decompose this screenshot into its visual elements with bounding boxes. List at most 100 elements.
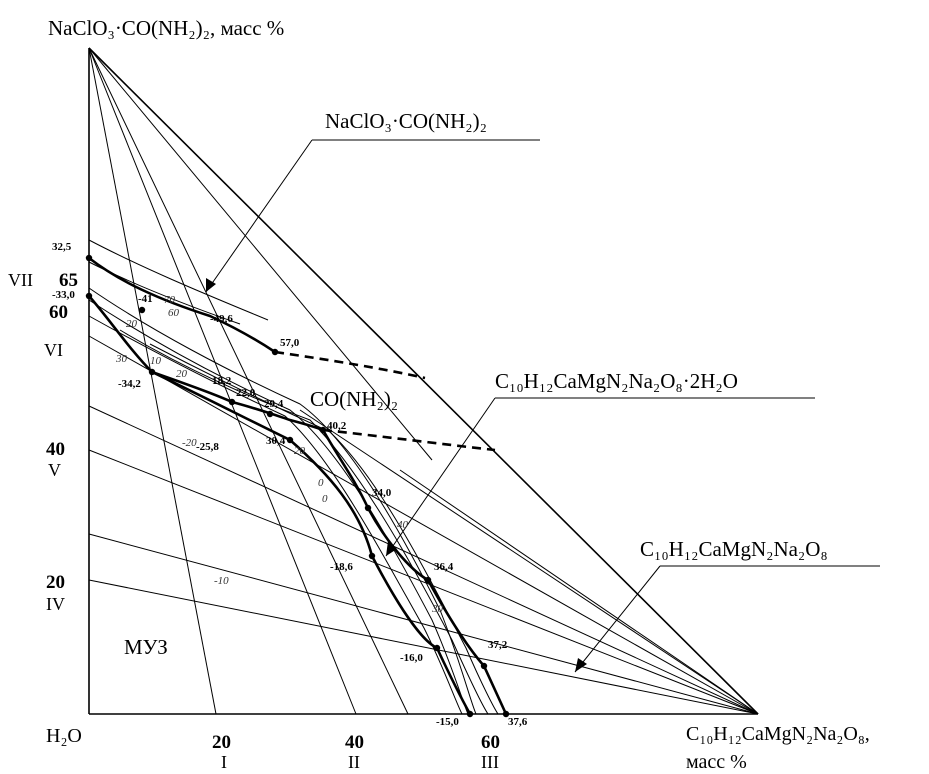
boundary-curve-hydrate: [151, 370, 472, 715]
isotherm-label: 40: [397, 519, 409, 531]
point-label: -33,0: [52, 289, 75, 301]
data-point: [85, 292, 93, 300]
arrow-head-icon: [386, 541, 397, 556]
data-point: [148, 368, 156, 376]
callout-leader: [205, 139, 313, 293]
point-label: 40,2: [327, 420, 347, 432]
point-label: -16,0: [400, 652, 423, 664]
data-point: [266, 410, 274, 418]
rays-from-right-vertex: [88, 335, 759, 715]
isotherm-curve: [88, 315, 463, 715]
y-tick-label: 60: [49, 302, 68, 323]
isotherm-label: -10: [214, 575, 229, 587]
point-label: 57,0: [280, 337, 300, 349]
isotherm-label: -20: [182, 437, 197, 449]
ray-line: [88, 47, 433, 461]
point-label: 37,2: [488, 639, 508, 651]
ray-line: [88, 405, 759, 715]
data-point: [480, 662, 488, 670]
isotherm-label: 70: [164, 294, 176, 306]
ray-line: [399, 469, 759, 715]
isotherm-curves: [88, 239, 499, 715]
ray-line: [299, 409, 759, 715]
data-point: [85, 254, 93, 262]
ray-line: [88, 533, 759, 715]
isotherm-label: 20: [126, 318, 138, 330]
boundary-curve-upper-dashed: [274, 350, 426, 380]
vertex-label-right: C₁₀H₁₂CaMgN₂Na₂O₈,: [686, 723, 870, 745]
y-tick-label: 65: [59, 270, 78, 291]
data-point: [319, 426, 327, 434]
ray-line: [88, 47, 409, 715]
point-label: -34,2: [118, 378, 141, 390]
point-label: 32,5: [52, 241, 72, 253]
point-label: -18,6: [330, 561, 353, 573]
boundary-curve-upper: [88, 256, 276, 354]
data-point: [286, 436, 294, 444]
y-tick-label: 40: [46, 439, 65, 460]
isotherm-label: 20: [176, 368, 188, 380]
point-label: 30,4: [266, 435, 286, 447]
point-label: -15,0: [436, 716, 459, 728]
x-tick-label: 20: [212, 732, 231, 753]
isotherm-label: 0: [318, 477, 324, 489]
triangle-frame: [88, 47, 759, 715]
isotherm-curve: [149, 343, 499, 715]
arrow-head-icon: [575, 658, 587, 672]
isotherm-label: 20: [294, 445, 306, 457]
data-point: [433, 644, 441, 652]
vertex-label-top: NaClO₃·CO(NH₂)₂, масс %: [48, 16, 284, 40]
data-point: [271, 348, 279, 356]
callout-leader: [385, 397, 496, 557]
boundary-curve-urea-dashed: [322, 428, 496, 452]
phase-label-anhydrous: C₁₀H₁₂CaMgN₂Na₂O₈: [640, 537, 828, 561]
y-tick-roman: VII: [8, 270, 33, 290]
point-label: -49,6: [210, 313, 233, 325]
isotherm-curve: [88, 239, 269, 321]
callouts: [205, 139, 880, 673]
isotherm-label: 10: [150, 355, 162, 367]
isotherm-curve: [119, 329, 489, 715]
x-tick-roman: I: [221, 752, 227, 772]
arrow-head-icon: [206, 278, 216, 292]
y-tick-roman: V: [48, 460, 61, 480]
vertex-label-right-unit: масс %: [686, 751, 747, 773]
y-tick-roman: VI: [44, 340, 63, 360]
ray-line: [88, 449, 759, 715]
point-label: 37,6: [508, 716, 528, 728]
phase-label-chlorate-urea: NaClO₃·CO(NH₂)₂: [325, 109, 487, 133]
point-label: 36,4: [434, 561, 454, 573]
isotherm-label: 0: [322, 493, 328, 505]
ray-line: [88, 579, 759, 715]
isotherm-curve: [88, 287, 477, 715]
data-point: [228, 398, 236, 406]
ray-line: [88, 335, 759, 715]
phase-label-urea: CO(NH₂)₂: [310, 387, 398, 411]
point-label: -25,8: [196, 441, 219, 453]
point-labels: 32,5 -33,0 -41 -49,6 57,0 -34,2 18,2 22,…: [52, 241, 528, 728]
x-axis-ticks: 20 I 40 II 60 III: [212, 732, 500, 772]
point-label: -41: [138, 293, 153, 305]
isotherm-label: 30: [431, 603, 444, 615]
point-label: 22,0: [236, 387, 256, 399]
data-points: [85, 254, 510, 718]
isotherm-label: 60: [168, 307, 180, 319]
phase-label-ice: МУЗ: [124, 635, 168, 659]
data-point: [368, 552, 376, 560]
isotherm-label: 30: [115, 353, 128, 365]
isotherm-curve: [88, 299, 469, 715]
x-tick-roman: II: [348, 752, 360, 772]
hypotenuse-edge: [88, 47, 759, 715]
vertex-label-water: H₂O: [46, 725, 82, 747]
callout-leader: [574, 565, 661, 673]
point-label: 34,0: [372, 487, 392, 499]
data-point: [364, 504, 372, 512]
isotherm-labels: 70 60 20 30 10 20 -20 20 0 0 40 30 -10: [115, 294, 444, 615]
x-tick-label: 40: [345, 732, 364, 753]
y-tick-roman: IV: [46, 594, 65, 614]
data-point: [466, 710, 474, 718]
data-point: [138, 306, 146, 314]
data-point: [502, 710, 510, 718]
point-label: 29,4: [264, 398, 284, 410]
